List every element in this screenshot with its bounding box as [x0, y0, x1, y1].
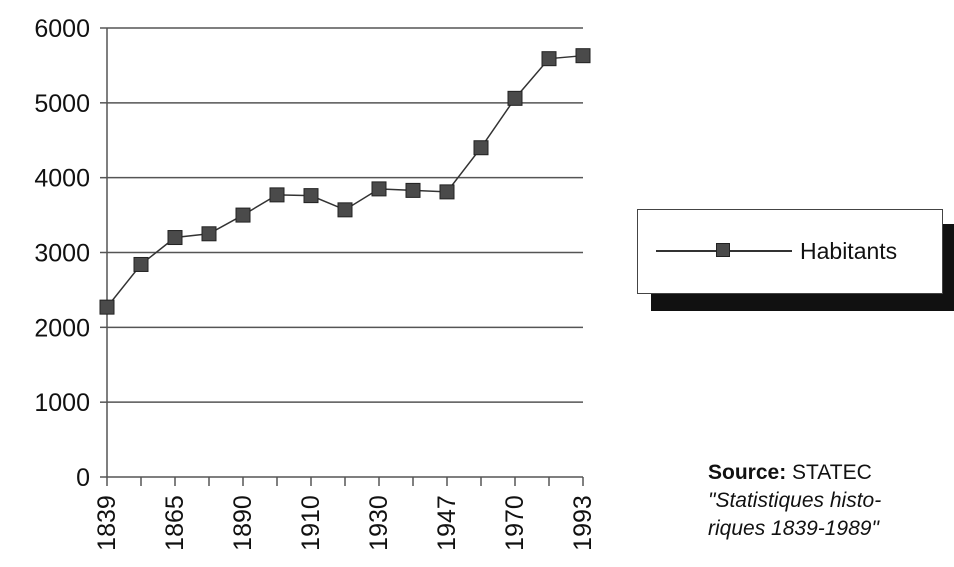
x-tick-label: 1970: [501, 495, 529, 551]
y-tick-labels: 0 1000 2000 3000 4000 5000 6000: [34, 15, 90, 492]
legend-label: Habitants: [800, 238, 898, 264]
data-point-marker: [167, 230, 183, 246]
axes: [100, 27, 584, 486]
source-note: Source: STATEC "Statistiques histo- riqu…: [708, 459, 881, 543]
source-note-line-1: "Statistiques histo-: [708, 489, 882, 512]
data-point-marker: [541, 51, 557, 67]
y-tick-label: 5000: [34, 90, 90, 118]
x-tick-label: 1947: [433, 495, 461, 551]
source-name: STATEC: [792, 461, 872, 484]
data-point-marker: [337, 202, 353, 218]
source-key: Source:: [708, 461, 787, 484]
y-tick-label: 1000: [34, 389, 90, 417]
data-point-marker: [371, 181, 387, 197]
data-point-marker: [575, 48, 591, 64]
data-point-marker: [507, 90, 523, 106]
data-point-marker: [473, 140, 489, 156]
data-point-marker: [201, 226, 217, 242]
x-tick-label: 1890: [229, 495, 257, 551]
gridlines: [107, 27, 583, 403]
x-tick-label: 1865: [161, 495, 189, 551]
data-point-marker: [439, 184, 455, 200]
series-habitants: [99, 48, 591, 315]
y-tick-label: 4000: [34, 165, 90, 193]
x-tick-label: 1839: [93, 495, 121, 551]
y-tick-label: 6000: [34, 15, 90, 43]
data-point-marker: [269, 187, 285, 203]
y-tick-label: 0: [76, 464, 90, 492]
data-point-marker: [99, 299, 115, 315]
y-tick-label: 2000: [34, 314, 90, 342]
x-tick-label: 1910: [297, 495, 325, 551]
y-tick-label: 3000: [34, 240, 90, 268]
x-tick-labels: 1839 1865 1890 1910 1930 1947 1970 1993: [93, 495, 597, 551]
legend-square-marker-icon: [716, 243, 730, 257]
data-point-marker: [405, 182, 421, 198]
data-point-marker: [133, 256, 149, 272]
x-tick-label: 1993: [569, 495, 597, 551]
data-point-marker: [303, 188, 319, 204]
x-tick-label: 1930: [365, 495, 393, 551]
source-note-line-2: riques 1839-1989": [708, 517, 879, 540]
data-point-marker: [235, 207, 251, 223]
legend: Habitants: [637, 209, 943, 294]
